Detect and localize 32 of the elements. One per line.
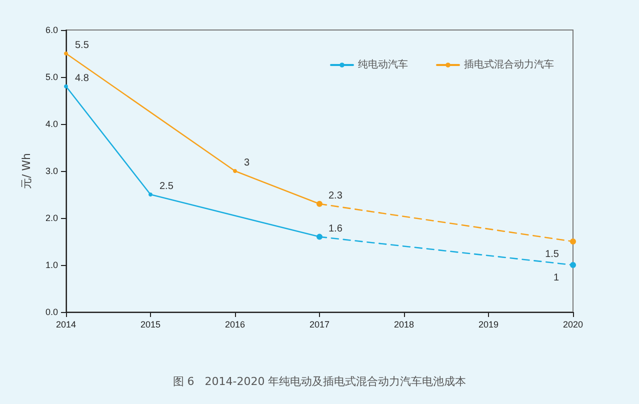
y-tick-label: 0.0: [45, 307, 58, 317]
text: 图 6 2014-2020 年纯电动及插电式混合动力汽车电池成本: [172, 375, 466, 388]
y-tick-label: 6.0: [45, 25, 58, 35]
data-label: 1.6: [328, 223, 343, 234]
data-label: 1.5: [545, 249, 560, 260]
legend-label: 插电式混合动力汽车: [464, 58, 554, 70]
point: [64, 84, 68, 88]
point: [64, 52, 68, 56]
y-axis-title: 元/ Wh: [20, 152, 33, 190]
x-tick-label: 2017: [309, 320, 330, 330]
x-tick-label: 2015: [140, 320, 161, 330]
data-label: 1: [553, 272, 560, 284]
data-label: 3: [244, 158, 250, 168]
x-tick-label: 2019: [478, 320, 499, 330]
point: [233, 169, 237, 173]
x-tick-label: 2020: [562, 320, 584, 330]
x-tick-label: 2014: [56, 320, 76, 330]
data-label: 4.8: [75, 72, 90, 84]
x-tick-label: 2018: [394, 320, 414, 330]
point: [570, 238, 576, 244]
y-tick-label: 3.0: [45, 166, 58, 176]
data-label: 2.5: [160, 181, 174, 192]
point: [570, 262, 576, 268]
data-label: 2.3: [328, 190, 343, 202]
y-tick-label: 5.0: [45, 72, 58, 82]
legend-label: 纯电动汽车: [358, 58, 408, 70]
y-tick-label: 1.0: [45, 260, 58, 270]
y-tick-label: 2.0: [45, 213, 58, 223]
point: [148, 192, 152, 196]
data-label: 5.5: [75, 40, 90, 51]
y-tick-label: 4.0: [45, 119, 58, 129]
x-tick-label: 2016: [224, 320, 246, 330]
